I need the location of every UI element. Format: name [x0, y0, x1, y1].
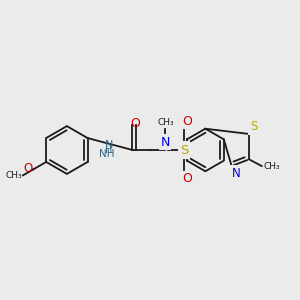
Text: N: N: [232, 167, 241, 181]
Text: O: O: [182, 115, 192, 128]
Text: S: S: [250, 119, 258, 133]
Text: N: N: [105, 140, 113, 150]
Text: CH₃: CH₃: [5, 171, 22, 180]
Text: NH: NH: [99, 149, 115, 159]
Text: H: H: [106, 146, 113, 155]
Text: N: N: [161, 136, 170, 148]
Text: S: S: [180, 143, 188, 157]
Text: O: O: [23, 163, 33, 176]
Text: O: O: [182, 172, 192, 185]
Text: O: O: [130, 117, 140, 130]
Text: CH₃: CH₃: [263, 162, 280, 171]
Text: CH₃: CH₃: [157, 118, 174, 127]
